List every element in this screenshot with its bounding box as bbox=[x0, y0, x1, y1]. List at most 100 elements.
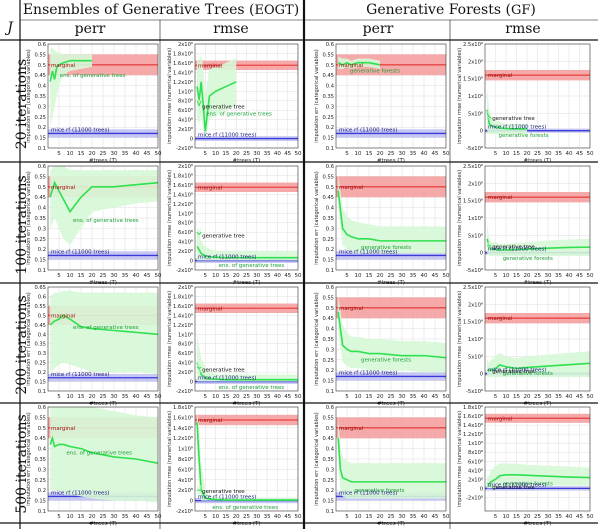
y-tick-label: 6x10⁸ bbox=[178, 108, 193, 114]
x-tick-label: 10 bbox=[355, 273, 362, 279]
axes-box bbox=[484, 43, 591, 149]
x-axis-label: #trees (T) bbox=[524, 521, 552, 527]
series-line bbox=[196, 245, 298, 259]
col-header-4: rmse bbox=[505, 21, 541, 37]
y-tick-label: 0.35 bbox=[322, 216, 334, 222]
axes-box bbox=[335, 286, 447, 392]
mice-label: mice rf (11000 trees) bbox=[488, 482, 546, 488]
series-label: ens. of generative trees bbox=[66, 450, 132, 456]
y-tick-label: 0.25 bbox=[34, 478, 46, 484]
series-label: generative tree bbox=[492, 245, 535, 251]
x-tick-label: 30 bbox=[111, 151, 118, 157]
series-line bbox=[196, 366, 202, 369]
x-tick-label: 10 bbox=[503, 394, 510, 400]
y-tick-label: 1.5x10⁹ bbox=[463, 199, 483, 205]
x-tick-label: 30 bbox=[545, 273, 552, 279]
y-tick-label: 1.5x10⁹ bbox=[463, 77, 483, 83]
x-tick-label: 20 bbox=[233, 514, 240, 520]
x-tick-label: 25 bbox=[100, 394, 107, 400]
y-axis-label: imputation err (categorical variables) bbox=[26, 49, 32, 143]
y-tick-label: 0.15 bbox=[34, 258, 46, 264]
x-axis-label: #trees (T) bbox=[233, 401, 261, 407]
x-axis-label: #trees (T) bbox=[524, 158, 552, 164]
x-tick-label: 45 bbox=[284, 151, 291, 157]
y-tick-label: 0.25 bbox=[322, 115, 334, 121]
series-line bbox=[196, 231, 202, 236]
y-tick-label: 0.1 bbox=[38, 268, 46, 274]
x-tick-label: 45 bbox=[576, 273, 583, 279]
series-line bbox=[337, 311, 446, 359]
y-tick-label: 0.45 bbox=[34, 436, 46, 442]
y-tick-label: 1x10⁹ bbox=[468, 337, 483, 343]
series-label: generative tree bbox=[202, 104, 245, 110]
y-tick-label: 0 bbox=[480, 251, 483, 257]
x-axis-label: #trees (T) bbox=[233, 280, 261, 286]
y-tick-label: 0.55 bbox=[322, 174, 334, 180]
x-tick-label: 15 bbox=[513, 394, 520, 400]
y-tick-label: 0.45 bbox=[34, 195, 46, 201]
series-band bbox=[487, 89, 527, 135]
x-tick-label: 40 bbox=[566, 273, 573, 279]
y-tick-label: 1x10⁹ bbox=[178, 211, 193, 217]
x-tick-label: 35 bbox=[264, 151, 271, 157]
series-line bbox=[337, 61, 381, 66]
y-tick-label: 0.1 bbox=[38, 389, 46, 395]
y-tick-label: 0 bbox=[190, 259, 193, 265]
x-axis-label: #trees (T) bbox=[524, 401, 552, 407]
plot-area bbox=[485, 407, 590, 511]
mice-label: mice rf (11000 trees) bbox=[198, 376, 256, 382]
y-tick-label: 1.4x10⁹ bbox=[173, 192, 193, 198]
x-tick-label: 10 bbox=[355, 394, 362, 400]
x-tick-label: 15 bbox=[366, 394, 373, 400]
x-tick-label: 25 bbox=[534, 394, 541, 400]
x-axis-label: #trees (T) bbox=[377, 401, 405, 407]
x-tick-label: 15 bbox=[513, 514, 520, 520]
x-tick-label: 30 bbox=[545, 514, 552, 520]
y-tick-label: 0.35 bbox=[34, 457, 46, 463]
x-tick-label: 15 bbox=[78, 151, 85, 157]
y-tick-label: -2x10⁸ bbox=[176, 389, 193, 395]
x-tick-label: 25 bbox=[243, 514, 250, 520]
group-abbr-eogt: EOGT bbox=[254, 3, 294, 18]
group-title-gf: Generative Forests (GF) bbox=[366, 2, 536, 18]
x-tick-label: 5 bbox=[57, 394, 61, 400]
y-tick-label: 0.4 bbox=[326, 327, 335, 333]
x-tick-label: 30 bbox=[545, 394, 552, 400]
series-label: generative tree bbox=[492, 369, 535, 375]
y-tick-label: 4x10⁸ bbox=[178, 478, 193, 484]
x-tick-label: 45 bbox=[284, 394, 291, 400]
y-tick-label: 1.6x10⁹ bbox=[173, 304, 193, 310]
y-tick-label: 1.2x10⁹ bbox=[173, 202, 193, 208]
x-tick-label: 10 bbox=[67, 151, 74, 157]
x-tick-label: 5 bbox=[494, 394, 498, 400]
plot-area bbox=[485, 44, 590, 148]
y-tick-label: 0.4 bbox=[326, 447, 335, 453]
y-tick-label: 2x10⁹ bbox=[468, 181, 483, 187]
x-tick-label: 30 bbox=[399, 514, 406, 520]
y-tick-label: 2x10⁹ bbox=[178, 164, 193, 170]
y-tick-label: 8x10⁸ bbox=[178, 99, 193, 105]
x-tick-label: 40 bbox=[133, 394, 140, 400]
y-tick-label: 0.15 bbox=[322, 499, 334, 505]
y-tick-label: 1.6x10⁹ bbox=[173, 61, 193, 67]
x-axis-label: #trees (T) bbox=[89, 521, 117, 527]
y-tick-label: 0.3 bbox=[38, 104, 46, 110]
y-axis-label: imputation rmse (numerical variables) bbox=[167, 411, 173, 507]
x-tick-label: 25 bbox=[100, 514, 107, 520]
y-tick-label: 0.3 bbox=[38, 226, 46, 232]
mice-label: mice rf (11000 trees) bbox=[339, 490, 397, 496]
x-tick-label: 35 bbox=[555, 394, 562, 400]
series-label: generative forests bbox=[503, 256, 553, 262]
x-tick-label: 20 bbox=[524, 394, 531, 400]
row-label-100: 100 iterations bbox=[14, 175, 30, 275]
axes-box bbox=[47, 43, 159, 149]
x-tick-label: 30 bbox=[399, 273, 406, 279]
y-tick-label: 1x10⁹ bbox=[468, 441, 483, 447]
plot-area bbox=[48, 166, 158, 270]
group-abbr-gf: GF bbox=[510, 3, 531, 18]
y-tick-label: 1.8x10⁹ bbox=[173, 405, 193, 411]
marginal-label: marginal bbox=[51, 63, 76, 69]
x-tick-label: 10 bbox=[355, 151, 362, 157]
y-tick-label: 0.1 bbox=[326, 146, 334, 152]
